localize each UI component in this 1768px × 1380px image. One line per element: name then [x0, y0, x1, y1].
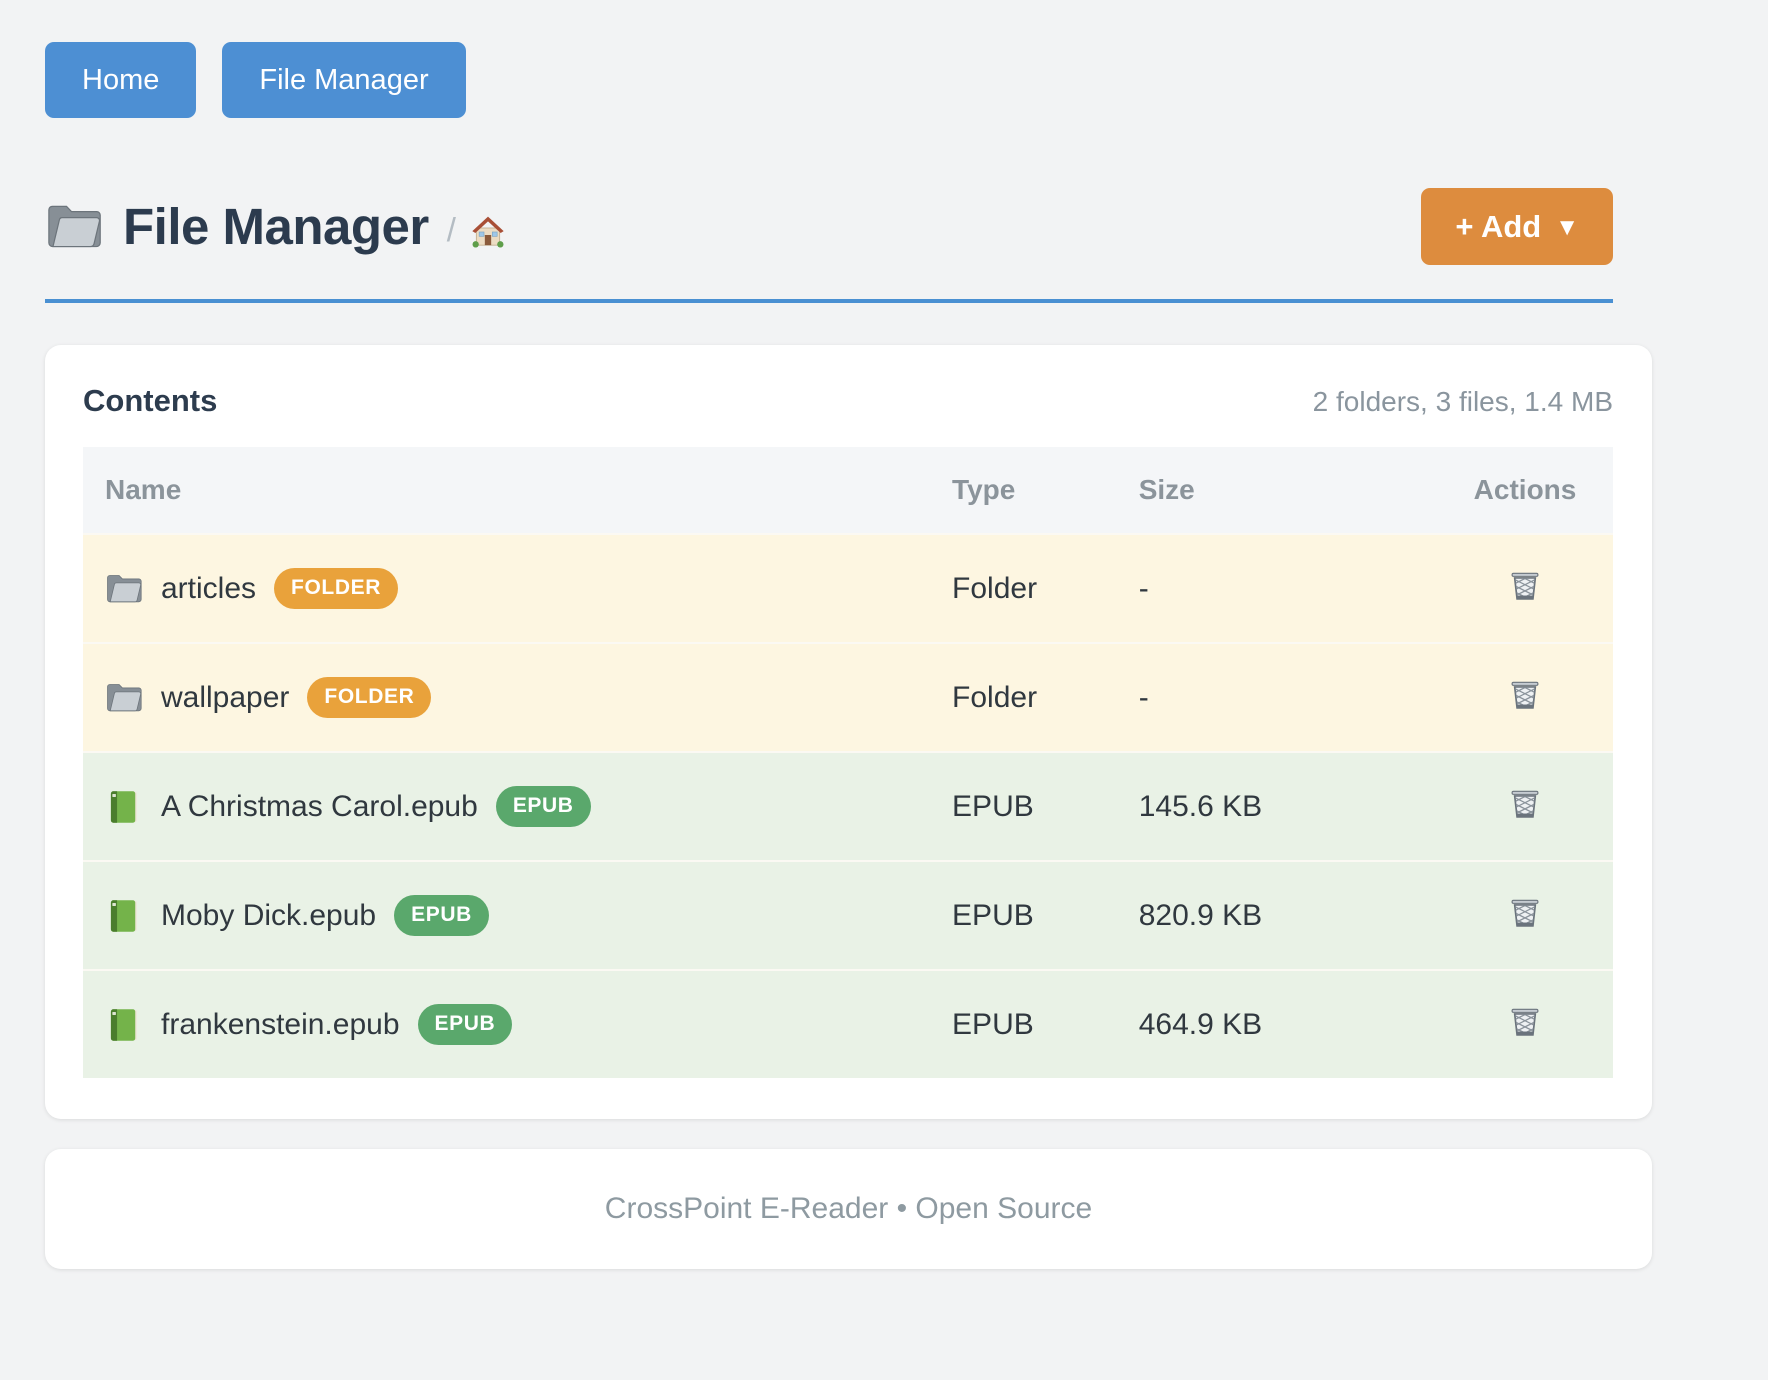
column-header-type: Type	[952, 447, 1139, 534]
caret-down-icon: ▼	[1555, 214, 1579, 241]
table-row: articles FOLDER Folder -	[83, 534, 1613, 643]
column-header-actions: Actions	[1437, 447, 1613, 534]
title-group: File Manager /	[45, 197, 1421, 256]
footer-text: CrossPoint E-Reader • Open Source	[604, 1192, 1093, 1225]
row-badge: FOLDER	[274, 568, 398, 609]
top-nav: Home File Manager	[45, 42, 1652, 118]
row-size: -	[1138, 680, 1149, 714]
header-rule	[45, 299, 1613, 303]
row-name[interactable]: Moby Dick.epub	[161, 898, 377, 932]
table-row: A Christmas Carol.epub EPUB EPUB 145.6 K…	[83, 752, 1613, 861]
table-header-row: Name Type Size Actions	[83, 447, 1613, 534]
row-name[interactable]: A Christmas Carol.epub	[161, 789, 478, 823]
row-type: Folder	[952, 571, 1038, 605]
table-row: wallpaper FOLDER Folder -	[83, 643, 1613, 752]
contents-title: Contents	[83, 383, 218, 418]
row-badge: EPUB	[417, 1004, 513, 1045]
column-header-name: Name	[83, 447, 953, 534]
table-row: Moby Dick.epub EPUB EPUB 820.9 KB	[83, 861, 1613, 970]
row-name[interactable]: frankenstein.epub	[161, 1007, 400, 1041]
row-type: Folder	[952, 680, 1038, 714]
delete-button[interactable]	[1502, 563, 1548, 611]
trash-icon	[1506, 567, 1544, 607]
page-title: File Manager	[123, 198, 429, 255]
row-badge: EPUB	[495, 786, 591, 827]
footer-card: CrossPoint E-Reader • Open Source	[45, 1149, 1652, 1269]
breadcrumb-home-link[interactable]	[468, 211, 508, 251]
trash-icon	[1506, 894, 1544, 934]
add-button-label: + Add	[1455, 208, 1542, 244]
folder-icon	[105, 572, 143, 606]
delete-button[interactable]	[1502, 781, 1548, 829]
delete-button[interactable]	[1502, 999, 1548, 1047]
breadcrumb-separator: /	[446, 210, 456, 248]
row-name[interactable]: articles	[161, 571, 257, 605]
row-name[interactable]: wallpaper	[161, 680, 290, 714]
column-header-size: Size	[1138, 447, 1438, 534]
row-size: 820.9 KB	[1138, 898, 1263, 932]
book-icon	[105, 1008, 143, 1042]
table-row: frankenstein.epub EPUB EPUB 464.9 KB	[83, 970, 1613, 1078]
row-size: -	[1138, 571, 1149, 605]
row-type: EPUB	[952, 789, 1034, 823]
row-size: 464.9 KB	[1138, 1007, 1263, 1041]
delete-button[interactable]	[1502, 672, 1548, 720]
book-icon	[105, 790, 143, 824]
house-icon	[468, 211, 508, 251]
delete-button[interactable]	[1502, 890, 1548, 938]
page-header: File Manager / + Add ▼	[45, 188, 1613, 303]
page: Home File Manager File Manager / + Add ▼…	[45, 42, 1652, 1269]
contents-summary: 2 folders, 3 files, 1.4 MB	[1312, 386, 1613, 417]
nav-button-file-manager[interactable]: File Manager	[222, 42, 466, 118]
folder-icon	[45, 202, 103, 252]
trash-icon	[1506, 1003, 1544, 1043]
row-size: 145.6 KB	[1138, 789, 1263, 823]
row-type: EPUB	[952, 1007, 1034, 1041]
row-type: EPUB	[952, 898, 1034, 932]
row-badge: FOLDER	[307, 677, 432, 718]
row-badge: EPUB	[394, 895, 489, 936]
nav-button-home[interactable]: Home	[45, 42, 197, 118]
folder-icon	[105, 681, 143, 715]
book-icon	[105, 899, 143, 933]
add-button[interactable]: + Add ▼	[1421, 188, 1613, 265]
trash-icon	[1506, 676, 1544, 716]
file-table-body: articles FOLDER Folder - wallpaper FOLDE…	[83, 534, 1613, 1078]
trash-icon	[1506, 785, 1544, 825]
file-table: Name Type Size Actions articles FOLDER F…	[83, 447, 1613, 1078]
contents-card: Contents 2 folders, 3 files, 1.4 MB Name…	[45, 345, 1652, 1119]
